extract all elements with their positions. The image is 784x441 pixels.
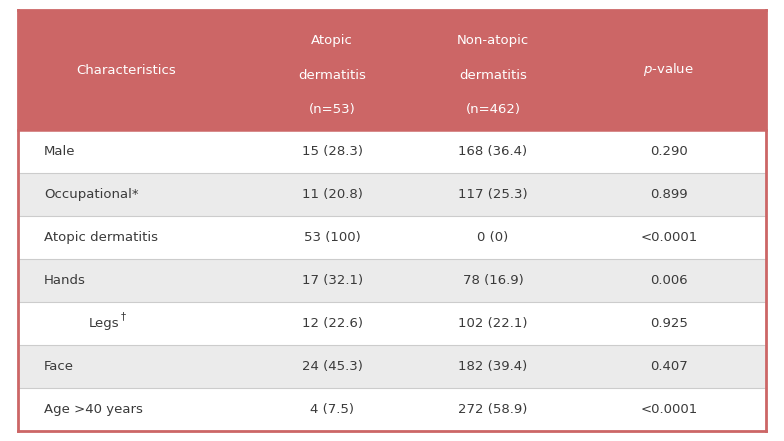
Text: Occupational*: Occupational* — [44, 188, 139, 201]
Text: 53 (100): 53 (100) — [303, 231, 361, 244]
Text: dermatitis: dermatitis — [298, 69, 366, 82]
Text: 17 (32.1): 17 (32.1) — [302, 274, 363, 287]
Text: <0.0001: <0.0001 — [640, 231, 698, 244]
Text: Atopic dermatitis: Atopic dermatitis — [44, 231, 158, 244]
Text: Legs: Legs — [89, 317, 119, 330]
Text: 0 (0): 0 (0) — [477, 231, 509, 244]
Text: †: † — [121, 311, 126, 321]
Bar — [18, 10, 766, 130]
Text: Non-atopic: Non-atopic — [457, 34, 529, 47]
Text: 168 (36.4): 168 (36.4) — [459, 145, 528, 158]
Text: (n=53): (n=53) — [309, 103, 355, 116]
Text: 0.290: 0.290 — [650, 145, 688, 158]
Text: <0.0001: <0.0001 — [640, 403, 698, 416]
Bar — [18, 259, 766, 302]
Bar — [18, 130, 766, 173]
Bar — [18, 345, 766, 388]
Text: 0.407: 0.407 — [650, 360, 688, 373]
Text: 12 (22.6): 12 (22.6) — [302, 317, 363, 330]
Bar — [18, 216, 766, 259]
Text: $p$-value: $p$-value — [644, 61, 694, 78]
Text: 0.006: 0.006 — [650, 274, 688, 287]
Text: 15 (28.3): 15 (28.3) — [302, 145, 363, 158]
Text: Face: Face — [44, 360, 74, 373]
Bar — [18, 388, 766, 431]
Text: 11 (20.8): 11 (20.8) — [302, 188, 362, 201]
Text: 78 (16.9): 78 (16.9) — [463, 274, 524, 287]
Text: (n=462): (n=462) — [466, 103, 521, 116]
Text: dermatitis: dermatitis — [459, 69, 527, 82]
Text: Atopic: Atopic — [311, 34, 353, 47]
Bar — [18, 302, 766, 345]
Text: Age >40 years: Age >40 years — [44, 403, 143, 416]
Text: 102 (22.1): 102 (22.1) — [458, 317, 528, 330]
Text: 24 (45.3): 24 (45.3) — [302, 360, 362, 373]
Text: 0.925: 0.925 — [650, 317, 688, 330]
Text: Male: Male — [44, 145, 76, 158]
Text: 117 (25.3): 117 (25.3) — [458, 188, 528, 201]
Text: 182 (39.4): 182 (39.4) — [459, 360, 528, 373]
Text: Characteristics: Characteristics — [77, 64, 176, 76]
Text: 0.899: 0.899 — [650, 188, 688, 201]
Text: 272 (58.9): 272 (58.9) — [459, 403, 528, 416]
Text: 4 (7.5): 4 (7.5) — [310, 403, 354, 416]
Bar — [18, 173, 766, 216]
Text: Hands: Hands — [44, 274, 86, 287]
